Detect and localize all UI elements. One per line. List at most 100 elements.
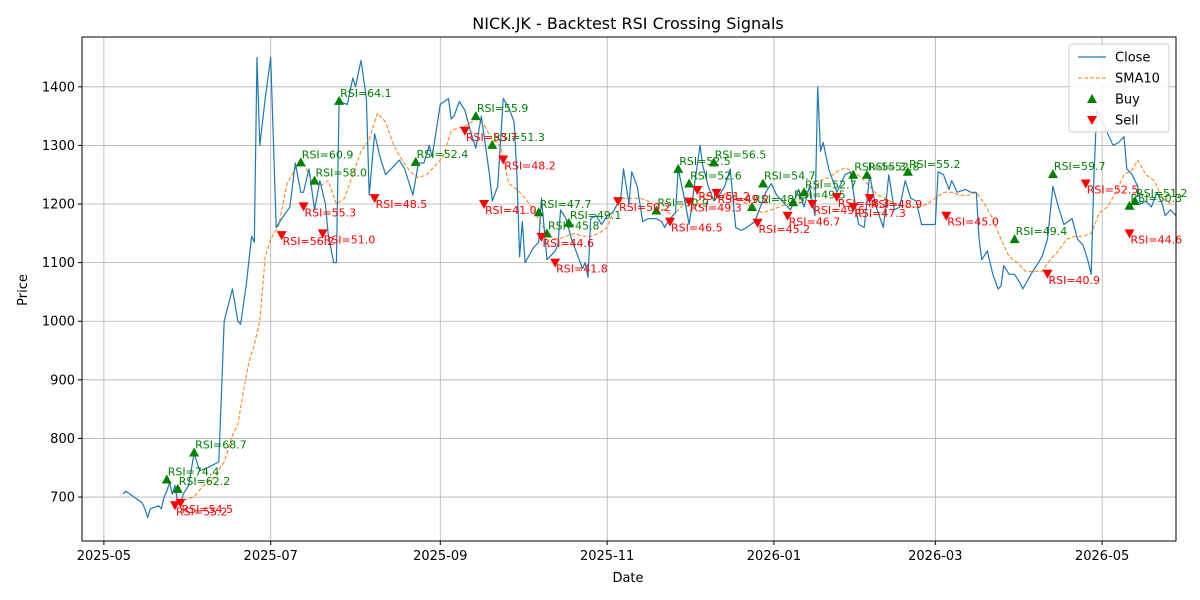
y-tick-label: 700 [50, 491, 75, 506]
buy-marker [309, 175, 320, 185]
sell-marker [550, 258, 561, 268]
sma10-line [177, 112, 1171, 501]
buy-marker [295, 157, 306, 167]
buy-rsi-label: RSI=49.1 [570, 209, 622, 222]
buy-rsi-label: RSI=58.0 [315, 167, 367, 180]
sell-marker [711, 188, 722, 198]
buy-marker [487, 139, 498, 149]
buy-rsi-label: RSI=52.5 [679, 155, 731, 168]
sell-rsi-label: RSI=41.8 [556, 263, 608, 276]
buy-rsi-label: RSI=62.2 [179, 475, 231, 488]
x-tick-label: 2025-07 [244, 549, 298, 564]
buy-rsi-label: RSI=47.7 [540, 198, 592, 211]
buy-marker [673, 163, 684, 173]
x-axis: 2025-05 2025-07 2025-09 2025-11 2026-01 2026-… [77, 541, 1129, 564]
buy-rsi-label: RSI=51.3 [493, 131, 545, 144]
sell-marker [169, 501, 180, 511]
sell-marker [175, 498, 186, 508]
sell-rsi-label: RSI=51.2 [698, 190, 750, 203]
y-axis: 700 800 900 1000 1100 1200 1300 1400 [42, 80, 82, 506]
sell-rsi-label: RSI=55.2 [176, 505, 228, 518]
buy-rsi-label: RSI=50.9 [657, 196, 709, 209]
grid [82, 37, 1176, 541]
buy-rsi-label: RSI=60.9 [302, 148, 354, 161]
buy-marker [861, 169, 872, 179]
sell-marker [941, 211, 952, 221]
close-line [122, 56, 1177, 519]
sell-marker [317, 229, 328, 239]
close-series [122, 56, 1177, 519]
sell-marker [692, 185, 703, 195]
sell-rsi-label: RSI=41.0 [485, 204, 537, 217]
x-tick-label: 2026-03 [908, 549, 962, 564]
sell-rsi-label: RSI=44.6 [542, 237, 594, 250]
buy-marker [563, 217, 574, 227]
sell-marker [479, 200, 490, 210]
sell-marker [848, 202, 859, 212]
buy-marker [1124, 200, 1135, 210]
buy-rsi-label: RSI=50.3 [1131, 192, 1183, 205]
sell-marker [498, 155, 509, 165]
buy-rsi-label: RSI=55.9 [477, 102, 529, 115]
sell-rsi-label: RSI=40.9 [1048, 274, 1100, 287]
sell-rsi-label: RSI=46.5 [671, 222, 723, 235]
buy-rsi-label: RSI=68.7 [195, 439, 247, 452]
buy-marker [1129, 196, 1140, 206]
sell-rsi-label: RSI=47.3 [854, 207, 906, 220]
sell-marker [1124, 229, 1135, 239]
sell-rsi-label: RSI=48.9 [871, 198, 923, 211]
y-tick-label: 1400 [42, 80, 75, 95]
sell-rsi-label: RSI=49.2 [718, 193, 770, 206]
buy-rsi-label: RSI=52.7 [805, 178, 857, 191]
sell-rsi-label: RSI=51.0 [324, 233, 376, 246]
buy-rsi-label: RSI=52.6 [690, 170, 742, 183]
buy-marker [1047, 169, 1058, 179]
legend-label-sma10: SMA10 [1115, 72, 1160, 87]
sell-marker [684, 197, 695, 207]
sell-marker [864, 194, 875, 204]
legend-label-buy: Buy [1115, 93, 1140, 108]
sell-rsi-label: RSI=48.5 [376, 198, 428, 211]
sma10-series [177, 112, 1171, 501]
buy-marker [651, 205, 662, 215]
buy-marker [848, 169, 859, 179]
x-tick-label: 2025-05 [77, 549, 131, 564]
x-tick-label: 2025-11 [580, 549, 634, 564]
sell-rsi-label: RSI=46.7 [789, 216, 841, 229]
buy-rsi-label: RSI=56.5 [715, 148, 767, 161]
buy-rsi-label: RSI=59.7 [1054, 160, 1106, 173]
buy-rsi-label: RSI=55.2 [909, 158, 961, 171]
buy-marker [410, 156, 421, 166]
buy-marker [758, 178, 769, 188]
sell-rsi-label: RSI=54.5 [181, 503, 233, 516]
x-tick-label: 2026-01 [747, 549, 801, 564]
plot-frame [81, 36, 1177, 542]
buy-marker [189, 447, 200, 457]
sell-marker [613, 197, 624, 207]
legend-label-sell: Sell [1115, 114, 1138, 129]
sell-marker [1080, 179, 1091, 189]
sell-rsi-label: RSI=48.2 [504, 159, 556, 172]
sell-marker [752, 218, 763, 228]
sell-rsi-label: RSI=52.5 [1087, 184, 1139, 197]
buy-rsi-label: RSI=49.4 [1016, 225, 1068, 238]
buy-rsi-label: RSI=45.8 [548, 219, 600, 232]
buy-marker [334, 95, 345, 105]
sell-rsi-label: RSI=53.7 [466, 131, 518, 144]
buy-rsi-label: RSI=52.4 [417, 148, 469, 161]
x-tick-label: 2026-05 [1075, 549, 1129, 564]
buy-marker [172, 483, 183, 493]
y-tick-label: 1200 [42, 198, 75, 213]
chart-title: NICK.JK - Backtest RSI Crossing Signals [472, 14, 784, 33]
legend-swatch-sell [1087, 116, 1097, 125]
legend: Close SMA10 Buy Sell [1068, 43, 1170, 133]
y-tick-label: 900 [50, 373, 75, 388]
buy-rsi-label: RSI=64.1 [340, 87, 392, 100]
sell-marker [665, 217, 676, 227]
sell-marker [276, 231, 287, 241]
sell-rsi-label: RSI=45.2 [759, 223, 811, 236]
y-tick-label: 1000 [42, 315, 75, 330]
buy-marker [533, 207, 544, 217]
